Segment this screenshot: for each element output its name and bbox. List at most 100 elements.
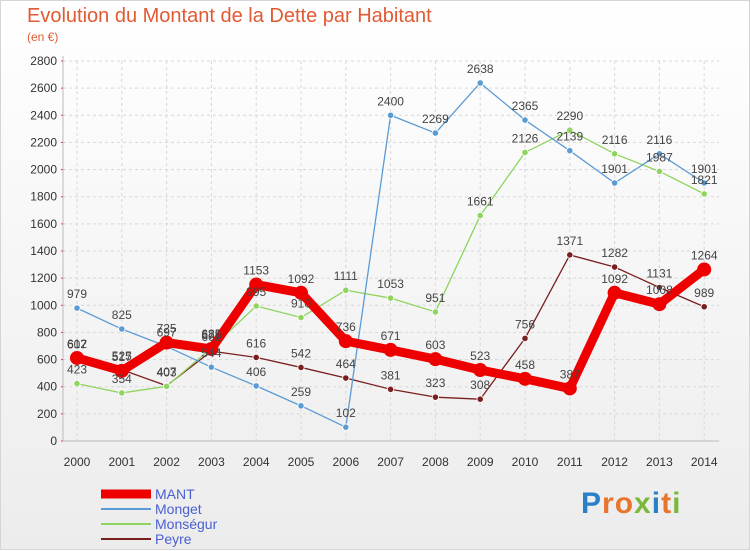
data-label: 308 bbox=[470, 378, 490, 392]
data-label: 2139 bbox=[556, 130, 583, 144]
data-point bbox=[431, 393, 439, 401]
data-label: 403 bbox=[157, 365, 177, 379]
data-point bbox=[252, 353, 260, 361]
x-tick-label: 2013 bbox=[646, 455, 673, 469]
data-label: 995 bbox=[246, 285, 266, 299]
x-tick-label: 2008 bbox=[422, 455, 449, 469]
data-point bbox=[70, 350, 84, 365]
y-tick-label: 2000 bbox=[30, 163, 57, 177]
data-point bbox=[700, 179, 708, 187]
data-label: 458 bbox=[515, 358, 535, 372]
logo-letter: P bbox=[581, 487, 603, 520]
data-point bbox=[294, 285, 308, 300]
data-labels: 607 525 407 662 616 542 464 381 323 308 756 1371 128… bbox=[67, 62, 718, 420]
data-label: 736 bbox=[336, 320, 356, 334]
data-label: 525 bbox=[112, 349, 132, 363]
data-point bbox=[252, 302, 260, 310]
data-label: 102 bbox=[336, 406, 356, 420]
data-label: 407 bbox=[157, 365, 177, 379]
data-point bbox=[610, 179, 619, 187]
data-label: 989 bbox=[694, 286, 714, 300]
data-point bbox=[610, 150, 619, 158]
data-label: 2638 bbox=[467, 62, 494, 76]
data-point bbox=[476, 211, 484, 220]
data-point bbox=[386, 294, 395, 302]
data-label: 517 bbox=[112, 350, 132, 364]
y-tick-label: 2600 bbox=[30, 81, 57, 95]
data-label: 1092 bbox=[601, 272, 628, 286]
data-label: 607 bbox=[67, 338, 87, 352]
data-point bbox=[607, 285, 622, 300]
data-point bbox=[521, 148, 529, 157]
y-tick-label: 600 bbox=[37, 353, 57, 367]
data-point bbox=[118, 389, 126, 397]
y-tick-label: 1200 bbox=[30, 271, 57, 285]
data-label: 1987 bbox=[646, 150, 673, 164]
logo-letter: i bbox=[672, 487, 682, 520]
data-point bbox=[518, 371, 532, 386]
data-label: 1901 bbox=[601, 162, 628, 176]
x-tick-label: 2005 bbox=[288, 455, 315, 469]
data-point bbox=[700, 190, 708, 198]
data-label: 2126 bbox=[512, 131, 539, 145]
data-label: 697 bbox=[157, 325, 177, 339]
grid: 0 200 400 600 800 1000 1200 1400 1600 1800 2000 220… bbox=[30, 54, 719, 469]
data-point bbox=[431, 308, 439, 316]
data-point bbox=[700, 303, 708, 311]
data-label: 1282 bbox=[601, 246, 628, 260]
data-label: 1131 bbox=[646, 267, 672, 281]
data-label: 678 bbox=[201, 328, 221, 342]
data-point bbox=[610, 263, 619, 271]
y-tick-label: 2800 bbox=[30, 54, 57, 68]
data-point bbox=[655, 150, 664, 158]
data-point bbox=[342, 423, 350, 431]
y-tick-label: 2200 bbox=[30, 135, 57, 149]
y-tick-label: 1400 bbox=[30, 244, 57, 258]
data-label: 2400 bbox=[377, 94, 404, 108]
data-label: 756 bbox=[515, 317, 535, 331]
data-label: 1053 bbox=[377, 277, 404, 291]
y-tick-label: 1000 bbox=[30, 298, 57, 312]
data-label: 406 bbox=[246, 365, 266, 379]
data-label: 979 bbox=[67, 287, 87, 301]
data-point bbox=[118, 325, 126, 333]
data-label: 387 bbox=[560, 367, 580, 381]
y-tick-label: 800 bbox=[37, 325, 57, 339]
data-label: 2290 bbox=[556, 109, 583, 123]
x-tick-label: 2012 bbox=[601, 455, 628, 469]
data-point bbox=[521, 116, 529, 124]
series-mant bbox=[70, 262, 712, 396]
x-tick-label: 2006 bbox=[332, 455, 359, 469]
x-tick-label: 2004 bbox=[243, 455, 270, 469]
data-point bbox=[431, 129, 439, 137]
legend-label: Monget bbox=[155, 501, 202, 517]
x-tick-label: 2014 bbox=[691, 455, 718, 469]
data-label: 1153 bbox=[243, 264, 269, 278]
data-point bbox=[204, 341, 219, 356]
data-label: 423 bbox=[67, 363, 87, 377]
data-point bbox=[342, 374, 350, 382]
data-label: 542 bbox=[291, 346, 311, 360]
data-label: 616 bbox=[246, 336, 266, 350]
data-point bbox=[476, 395, 484, 403]
y-tick-label: 0 bbox=[50, 434, 57, 448]
proxiti-logo: Proxiti bbox=[581, 487, 681, 521]
data-label: 1092 bbox=[288, 272, 315, 286]
x-tick-label: 2007 bbox=[377, 455, 404, 469]
data-label: 725 bbox=[157, 322, 177, 336]
data-point bbox=[252, 382, 260, 390]
data-label: 910 bbox=[291, 297, 311, 311]
data-label: 464 bbox=[336, 357, 356, 371]
data-label: 1901 bbox=[691, 162, 718, 176]
data-point bbox=[383, 342, 398, 357]
logo-letter: r bbox=[602, 487, 615, 520]
x-tick-label: 2002 bbox=[153, 455, 180, 469]
data-label: 2365 bbox=[512, 99, 539, 113]
data-label: 1371 bbox=[556, 234, 583, 248]
series-monget bbox=[73, 79, 708, 431]
data-label: 825 bbox=[112, 308, 132, 322]
y-tick-label: 1600 bbox=[30, 217, 57, 231]
data-point bbox=[73, 379, 81, 388]
